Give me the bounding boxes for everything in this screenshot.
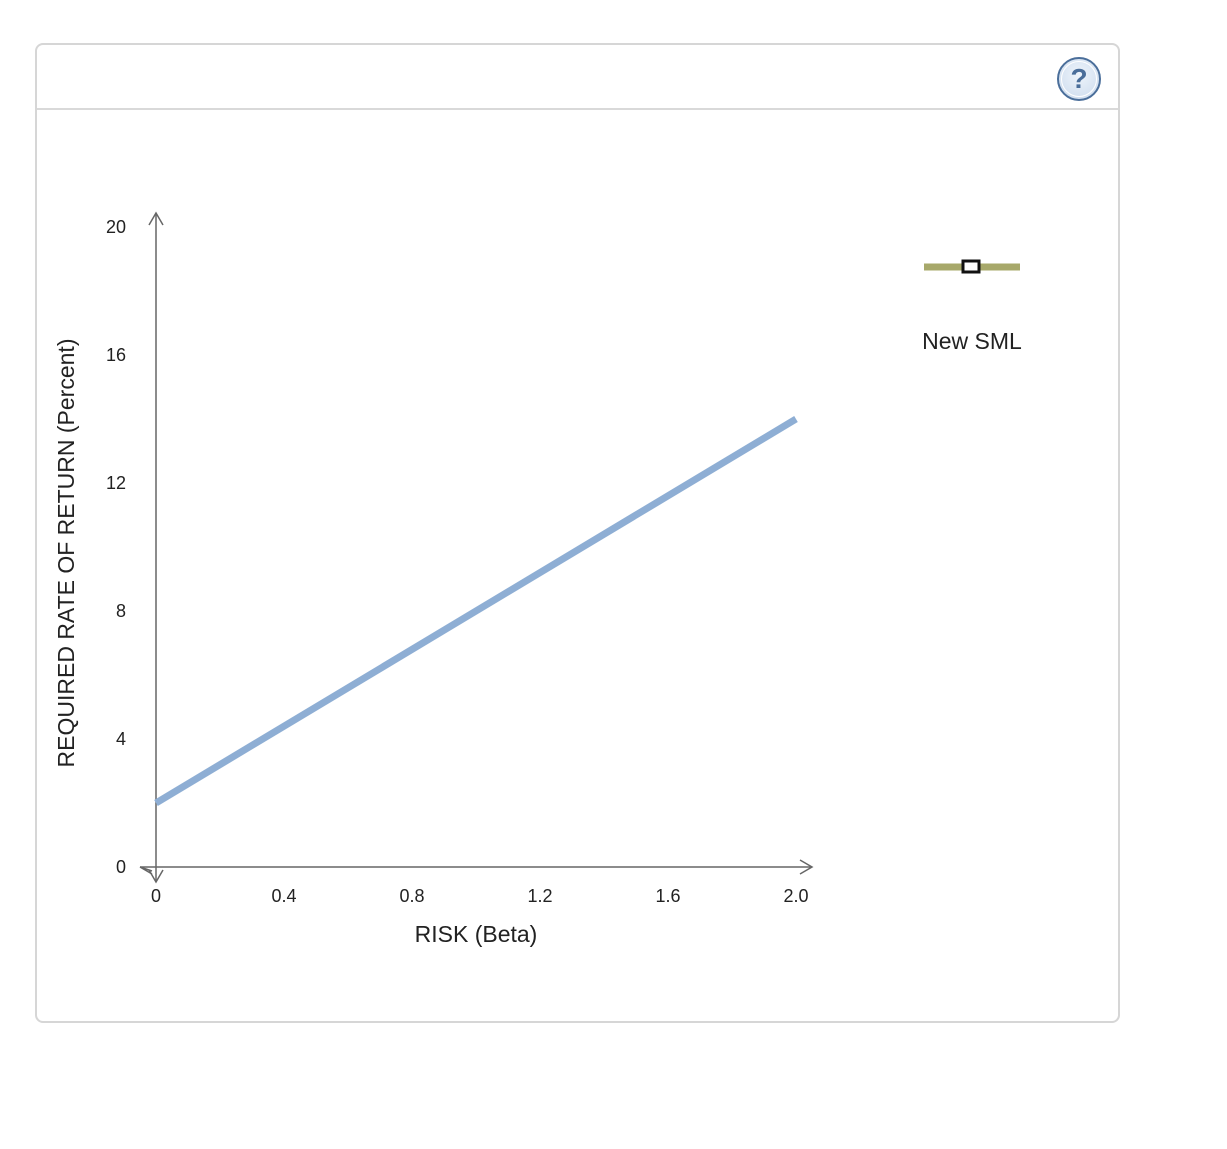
graph-panel: ? xyxy=(35,43,1120,1023)
x-tick-label: 2.0 xyxy=(783,886,808,906)
x-tick-label: 1.6 xyxy=(655,886,680,906)
help-button[interactable]: ? xyxy=(1057,57,1101,101)
x-axis-arrow-left xyxy=(139,866,153,875)
legend-marker-square xyxy=(961,259,981,274)
panel-header: ? xyxy=(37,45,1118,110)
y-axis-label: REQUIRED RATE OF RETURN (Percent) xyxy=(53,339,79,768)
y-tick-label: 16 xyxy=(106,345,126,365)
sml-line xyxy=(154,415,798,807)
y-tick-label: 0 xyxy=(116,857,126,877)
legend-label: New SML xyxy=(922,328,1022,354)
y-tick-label: 4 xyxy=(116,729,126,749)
y-axis-arrow-down xyxy=(148,869,164,884)
y-axis-arrow-up xyxy=(148,211,164,226)
question-mark-icon: ? xyxy=(1061,61,1097,97)
x-tick-label: 0.8 xyxy=(399,886,424,906)
y-tick-label: 20 xyxy=(106,217,126,237)
x-tick-label: 0 xyxy=(151,886,161,906)
x-axis-label: RISK (Beta) xyxy=(415,921,538,947)
x-tick-label: 0.4 xyxy=(271,886,296,906)
y-tick-label: 12 xyxy=(106,473,126,493)
x-tick-label: 1.2 xyxy=(527,886,552,906)
y-tick-label: 8 xyxy=(116,601,126,621)
x-axis-arrow-right xyxy=(799,859,814,875)
